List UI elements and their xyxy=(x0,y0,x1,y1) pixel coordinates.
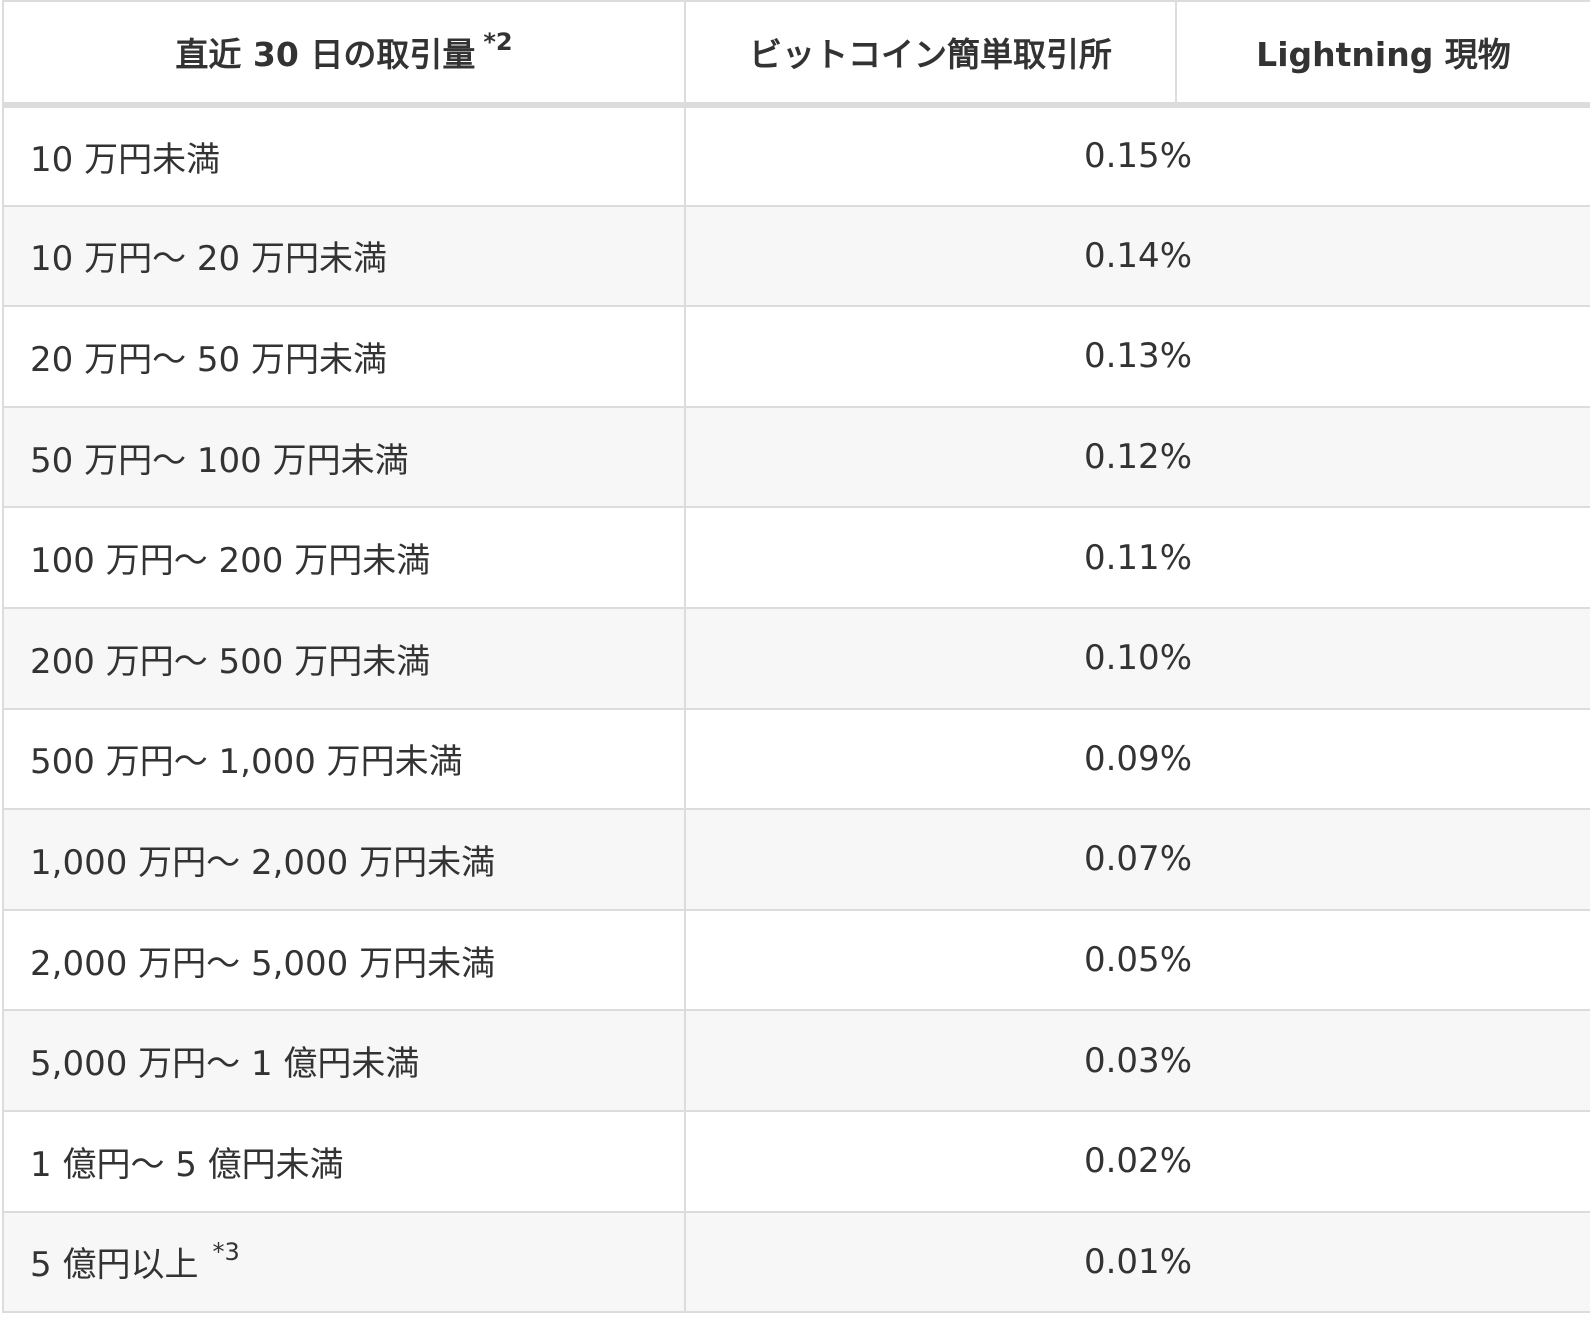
rate-cell: 0.14% xyxy=(684,204,1590,308)
header-volume-label: 直近 30 日の取引量 xyxy=(175,35,476,74)
rate-cell: 0.03% xyxy=(684,1009,1590,1112)
table-row: 1,000 万円～ 2,000 万円未満 0.07% xyxy=(2,808,1590,911)
rate-cell: 0.07% xyxy=(684,808,1590,911)
volume-label: 5,000 万円～ 1 億円未満 xyxy=(30,1044,420,1085)
volume-label: 2,000 万円～ 5,000 万円未満 xyxy=(30,943,496,984)
header-volume-footnote: *2 xyxy=(483,28,513,56)
volume-cell: 200 万円～ 500 万円未満 xyxy=(2,606,686,710)
volume-cell: 5 億円以上 *3 xyxy=(2,1210,686,1314)
volume-cell: 500 万円～ 1,000 万円未満 xyxy=(2,707,686,811)
table-row: 50 万円～ 100 万円未満 0.12% xyxy=(2,405,1590,509)
volume-cell: 1 億円～ 5 億円未満 xyxy=(2,1109,686,1213)
volume-label: 50 万円～ 100 万円未満 xyxy=(30,440,409,481)
volume-label: 1 億円～ 5 億円未満 xyxy=(30,1144,344,1185)
volume-label: 10 万円～ 20 万円未満 xyxy=(30,239,387,280)
table-row: 5 億円以上 *3 0.01% xyxy=(2,1210,1590,1314)
volume-cell: 100 万円～ 200 万円未満 xyxy=(2,506,686,609)
table-row: 5,000 万円～ 1 億円未満 0.03% xyxy=(2,1009,1590,1112)
rate-cell: 0.13% xyxy=(684,305,1590,408)
table-row: 2,000 万円～ 5,000 万円未満 0.05% xyxy=(2,908,1590,1012)
volume-footnote: *3 xyxy=(212,1238,240,1267)
volume-cell: 20 万円～ 50 万円未満 xyxy=(2,305,686,408)
volume-label: 100 万円～ 200 万円未満 xyxy=(30,541,431,582)
header-lightning: Lightning 現物 xyxy=(1175,0,1590,108)
volume-label: 20 万円～ 50 万円未満 xyxy=(30,339,387,380)
table-row: 10 万円～ 20 万円未満 0.14% xyxy=(2,204,1590,308)
rate-cell: 0.01% xyxy=(684,1210,1590,1314)
volume-label: 1,000 万円～ 2,000 万円未満 xyxy=(30,842,496,883)
volume-cell: 5,000 万円～ 1 億円未満 xyxy=(2,1009,686,1112)
volume-label: 200 万円～ 500 万円未満 xyxy=(30,641,431,682)
table-header: 直近 30 日の取引量 *2 ビットコイン簡単取引所 Lightning 現物 xyxy=(2,0,1590,108)
volume-cell: 50 万円～ 100 万円未満 xyxy=(2,405,686,509)
volume-cell: 10 万円～ 20 万円未満 xyxy=(2,204,686,308)
rate-cell: 0.15% xyxy=(684,104,1590,207)
volume-cell: 2,000 万円～ 5,000 万円未満 xyxy=(2,908,686,1012)
table-row: 1 億円～ 5 億円未満 0.02% xyxy=(2,1109,1590,1213)
volume-label: 500 万円～ 1,000 万円未満 xyxy=(30,742,463,783)
rate-cell: 0.12% xyxy=(684,405,1590,509)
table-row: 200 万円～ 500 万円未満 0.10% xyxy=(2,606,1590,710)
header-volume: 直近 30 日の取引量 *2 xyxy=(2,0,686,108)
rate-cell: 0.10% xyxy=(684,606,1590,710)
volume-label: 10 万円未満 xyxy=(30,139,221,180)
volume-label: 5 億円以上 xyxy=(30,1245,199,1286)
volume-cell: 10 万円未満 xyxy=(2,104,686,207)
volume-cell: 1,000 万円～ 2,000 万円未満 xyxy=(2,808,686,911)
rate-cell: 0.02% xyxy=(684,1109,1590,1213)
table-row: 100 万円～ 200 万円未満 0.11% xyxy=(2,506,1590,609)
header-row: 直近 30 日の取引量 *2 ビットコイン簡単取引所 Lightning 現物 xyxy=(2,0,1590,108)
rate-cell: 0.05% xyxy=(684,908,1590,1012)
table-row: 20 万円～ 50 万円未満 0.13% xyxy=(2,305,1590,408)
header-exchange: ビットコイン簡単取引所 xyxy=(684,0,1177,108)
table-body: 10 万円未満 0.15% 10 万円～ 20 万円未満 0.14% 20 万円… xyxy=(2,104,1590,1314)
rate-cell: 0.09% xyxy=(684,707,1590,811)
table-row: 10 万円未満 0.15% xyxy=(2,104,1590,207)
table-row: 500 万円～ 1,000 万円未満 0.09% xyxy=(2,707,1590,811)
rate-cell: 0.11% xyxy=(684,506,1590,609)
